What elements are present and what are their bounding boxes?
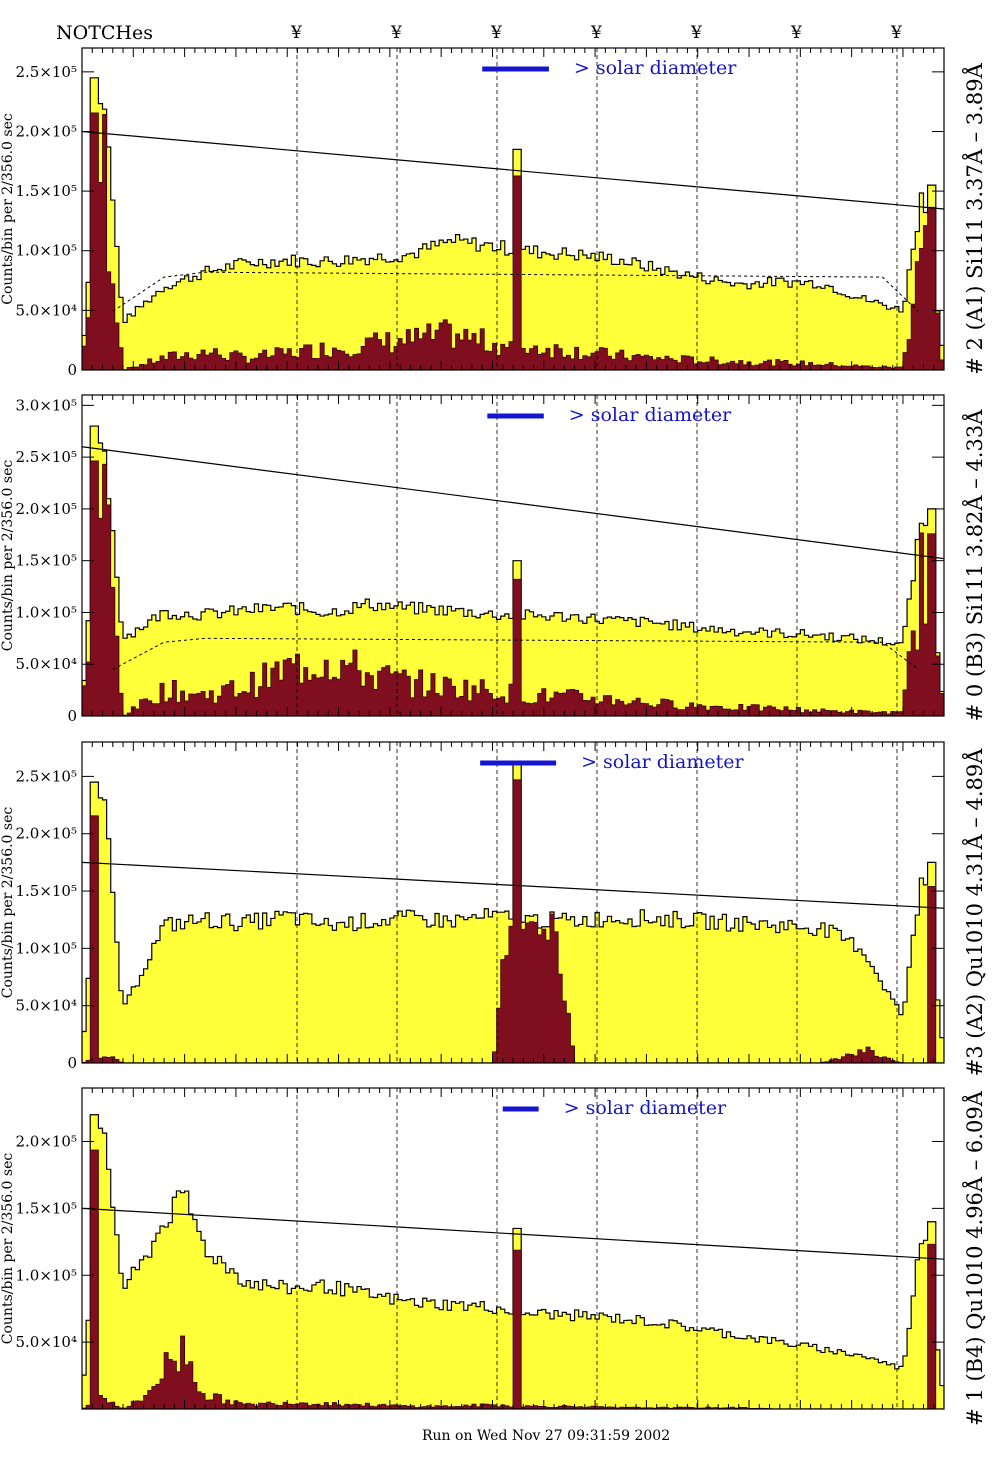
y-axis-label: Counts/bin per 2/356.0 sec: [0, 113, 16, 305]
y-tick-label: 5.0×10⁴: [15, 997, 77, 1015]
y-tick-label: 2.0×10⁵: [15, 825, 77, 843]
solar-diameter-label: > solar diameter: [574, 57, 737, 79]
trend-line: [82, 861, 944, 909]
plot-area: [82, 77, 944, 370]
notches-label: NOTCHes: [56, 22, 153, 44]
y-axis-label: Counts/bin per 2/356.0 sec: [0, 807, 16, 999]
y-tick-label: 1.5×10⁵: [15, 1199, 77, 1217]
y-tick-label: 0: [67, 361, 77, 379]
y-tick-label: 1.0×10⁵: [15, 1266, 77, 1284]
panel-title: #3 (A2) Qu1010 4.31Å – 4.89Å: [962, 748, 987, 1077]
solar-diameter-label: > solar diameter: [564, 1097, 727, 1119]
y-tick-label: 2.5×10⁵: [15, 767, 77, 785]
panel-title: # 0 (B3) Si111 3.82Å – 4.33Å: [962, 409, 987, 722]
model-level-line: [112, 637, 919, 670]
y-tick-label: 5.0×10⁴: [15, 1333, 77, 1351]
y-tick-label: 1.5×10⁵: [15, 182, 77, 200]
notch-marker-5: ¥: [690, 23, 702, 43]
solar-diameter-label: > solar diameter: [569, 404, 732, 426]
y-axis-label: Counts/bin per 2/356.0 sec: [0, 1153, 16, 1345]
notch-marker-1: ¥: [290, 23, 302, 43]
y-tick-label: 1.5×10⁵: [15, 882, 77, 900]
panel-4: 5.0×10⁴ 1.0×10⁵ 1.5×10⁵ 2.0×10⁵ Counts/bin p…: [0, 1087, 987, 1426]
trend-line: [82, 130, 944, 210]
y-tick-label: 5.0×10⁴: [15, 655, 77, 673]
y-tick-label: 1.0×10⁵: [15, 939, 77, 957]
model-level-line: [112, 271, 919, 312]
y-tick-label: 0: [67, 1054, 77, 1072]
y-tick-label: 0: [67, 707, 77, 725]
plot-area: [82, 1114, 944, 1409]
peak-histogram: [82, 112, 944, 370]
trend-line: [82, 446, 944, 560]
panel-title: # 1 (B4) Qu1010 4.96Å – 6.09Å: [962, 1090, 987, 1426]
notch-marker-2: ¥: [390, 23, 402, 43]
panel-1: 0 5.0×10⁴ 1.0×10⁵ 1.5×10⁵ 2.0×10⁵ 2.5×10⁵ Coun…: [0, 47, 987, 379]
plot-area: [82, 425, 944, 716]
notch-markers: ¥ ¥ ¥ ¥ ¥ ¥ ¥: [290, 23, 902, 43]
peak-histogram: [82, 460, 944, 716]
run-timestamp: Run on Wed Nov 27 09:31:59 2002: [422, 1428, 670, 1444]
y-tick-label: 1.0×10⁵: [15, 242, 77, 260]
y-tick-label: 2.0×10⁵: [15, 122, 77, 140]
panel-title: # 2 (A1) Si111 3.37Å – 3.89Å: [962, 62, 987, 374]
y-tick-label: 1.0×10⁵: [15, 603, 77, 621]
y-tick-label: 2.0×10⁵: [15, 500, 77, 518]
y-tick-label: 2.0×10⁵: [15, 1133, 77, 1151]
notch-marker-4: ¥: [590, 23, 602, 43]
y-tick-label: 3.0×10⁵: [15, 396, 77, 414]
y-tick-label: 2.5×10⁵: [15, 63, 77, 81]
notch-marker-3: ¥: [490, 23, 502, 43]
trend-line: [82, 1207, 944, 1260]
plot-area: [82, 764, 944, 1063]
panel-2: 0 5.0×10⁴ 1.0×10⁵ 1.5×10⁵ 2.0×10⁵ 2.5×10⁵ 3.0×…: [0, 394, 987, 725]
y-tick-label: 1.5×10⁵: [15, 552, 77, 570]
notch-marker-6: ¥: [790, 23, 802, 43]
y-tick-label: 2.5×10⁵: [15, 448, 77, 466]
solar-diameter-label: > solar diameter: [581, 751, 744, 773]
y-axis-label: Counts/bin per 2/356.0 sec: [0, 460, 16, 652]
chart-panels: 05.0×10⁴1.0×10⁵1.5×10⁵2.0×10⁵2.5×10⁵Coun…: [0, 47, 987, 1426]
panel-3: 0 5.0×10⁴ 1.0×10⁵ 1.5×10⁵ 2.0×10⁵ 2.5×10⁵ Coun…: [0, 741, 987, 1077]
notch-marker-7: ¥: [890, 23, 902, 43]
y-tick-label: 5.0×10⁴: [15, 301, 77, 319]
